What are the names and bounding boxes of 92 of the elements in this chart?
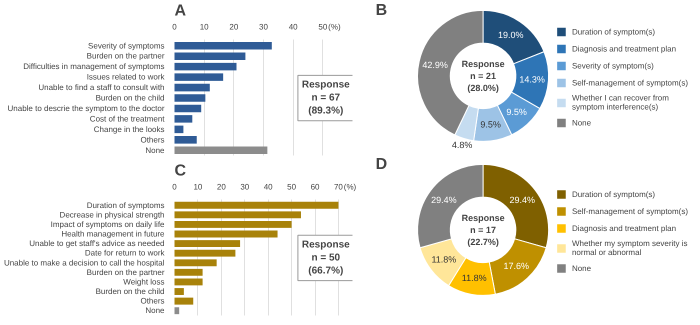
chart-title: D	[376, 156, 388, 173]
y-tick-label: Burden on the child	[96, 287, 164, 296]
y-tick-label: Unable to find a staff to consult with	[38, 83, 165, 92]
chart-title: A	[174, 2, 186, 20]
chart-title: B	[376, 2, 388, 19]
data-label: 29.4%	[431, 195, 457, 206]
bar	[174, 211, 301, 218]
data-label: 9.5%	[480, 119, 501, 130]
x-tick-label: 0	[172, 182, 178, 192]
bar	[174, 104, 202, 112]
y-tick-label: Weight loss	[123, 277, 164, 286]
annotation: Response n = 67 (89.3%)	[302, 79, 350, 117]
legend-label: Diagnosis and treatment plan	[572, 222, 676, 234]
legend-label: Self-management of symptom(s)	[572, 77, 688, 88]
data-label: 42.9%	[422, 60, 448, 70]
bar	[174, 220, 292, 228]
data-label: 4.8%	[452, 140, 472, 150]
bar	[174, 42, 272, 50]
annotation: Response n = 50 (66.7%)	[302, 239, 350, 277]
bar	[174, 307, 180, 314]
bar	[174, 136, 197, 144]
y-tick-label: Impact of symptoms on daily life	[50, 220, 166, 229]
y-tick-label: Issues related to work	[86, 72, 166, 82]
y-tick-label: Difficulties in management of symptoms	[23, 62, 165, 72]
y-tick-label: Burden on the partner	[86, 268, 165, 277]
y-tick-label: Change in the looks	[94, 124, 165, 134]
bar	[174, 202, 338, 209]
x-tick-label: 40	[288, 22, 298, 32]
legend-label: Duration of symptom(s)	[572, 188, 656, 200]
data-label: 9.5%	[506, 106, 527, 117]
data-label: 14.3%	[519, 74, 545, 84]
x-tick-label: 30	[259, 22, 268, 32]
bar	[174, 288, 184, 295]
y-tick-label: Others	[140, 135, 165, 144]
y-tick-label: Health management in future	[61, 230, 166, 239]
x-tick-label: 10	[200, 22, 210, 32]
bar	[174, 278, 203, 286]
x-axis-title: (%)	[344, 182, 357, 192]
x-tick-label: 70	[334, 182, 344, 192]
x-tick-label: 10	[193, 182, 203, 192]
bar	[174, 146, 268, 154]
bar	[174, 240, 240, 248]
y-tick-label: Duration of symptoms	[86, 200, 165, 210]
bar	[174, 73, 224, 81]
y-tick-label: None	[145, 146, 166, 155]
y-tick-label: Others	[140, 296, 165, 306]
y-tick-label: Cost of the treatment	[90, 114, 166, 124]
y-tick-label: Burden on the partner	[86, 52, 165, 61]
x-tick-label: 50	[287, 182, 297, 192]
legend-label: Diagnosis and treatment plan	[572, 43, 676, 54]
x-tick-label: 20	[229, 22, 239, 32]
bar	[174, 298, 194, 305]
x-tick-label: 50	[318, 22, 328, 32]
bar	[174, 250, 236, 257]
bar	[174, 268, 203, 276]
legend-label: Whether I can recover from symptom interference(s)	[572, 94, 669, 112]
x-axis-title: (%)	[328, 22, 341, 32]
y-tick-label: None	[145, 306, 166, 316]
y-tick-label: Decrease in physical strength	[60, 210, 165, 220]
bar	[174, 126, 184, 134]
legend-label: None	[572, 117, 592, 128]
data-label: 29.4%	[510, 195, 536, 206]
x-tick-label: 0	[172, 22, 178, 32]
data-label: 17.6%	[504, 261, 530, 272]
bar	[174, 259, 217, 266]
y-tick-label: Severity of symptoms	[88, 41, 165, 50]
x-tick-label: 60	[310, 182, 320, 192]
data-label: 11.8%	[431, 254, 456, 264]
bar	[174, 62, 237, 70]
chart-title: C	[174, 162, 186, 180]
y-tick-label: Date for return to work	[84, 248, 166, 258]
legend-label: Duration of symptom(s)	[572, 26, 656, 38]
y-tick-label: Unable to get staff's advice as needed	[29, 239, 164, 248]
bar	[174, 94, 206, 102]
legend-label: Self-management of symptom(s)	[572, 206, 688, 217]
y-tick-label: Unable to make a decision to call the hospital	[4, 258, 165, 268]
bar	[174, 84, 210, 92]
text: Response n = 17 (22.7%)	[462, 212, 505, 247]
x-tick-label: 40	[264, 182, 274, 192]
x-tick-label: 20	[216, 182, 226, 192]
text: Response n = 21 (28.0%)	[462, 58, 505, 93]
x-tick-label: 30	[240, 182, 250, 192]
bar	[174, 230, 278, 238]
legend-label: Whether my symptom severity is normal or abnormal	[572, 239, 688, 257]
legend-label: None	[572, 262, 592, 274]
data-label: 11.8%	[462, 273, 487, 284]
data-label: 19.0%	[498, 30, 524, 40]
y-tick-label: Burden on the child	[96, 94, 164, 103]
bar	[174, 52, 246, 60]
legend-label: Severity of symptom(s)	[572, 60, 654, 72]
bar	[174, 115, 192, 123]
y-tick-label: Unable to descrie the symptom to the doctor	[8, 104, 165, 113]
